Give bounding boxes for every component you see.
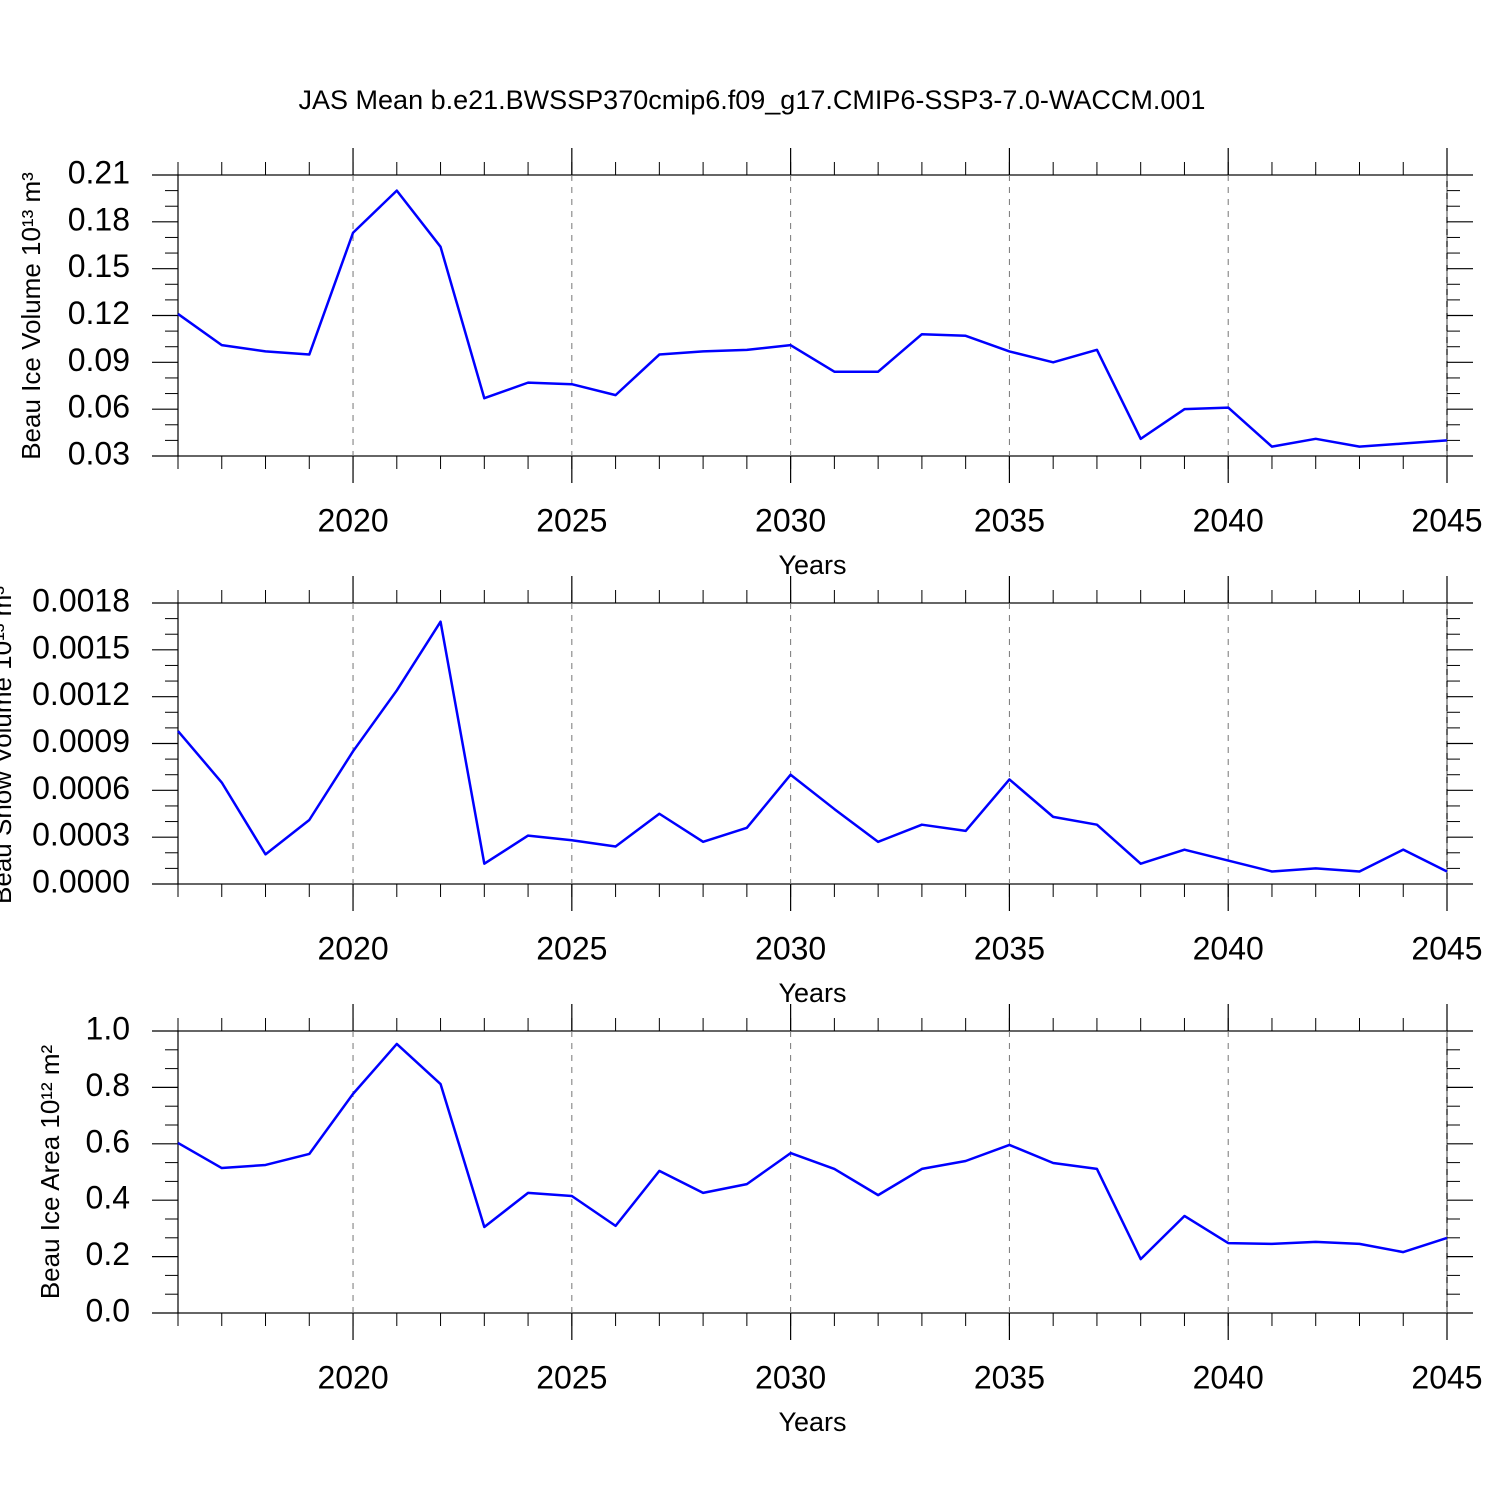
y-tick-label: 0.0009 [32,723,130,759]
y-tick-label: 0.18 [68,201,130,237]
x-tick-label: 2040 [1193,502,1264,538]
y-tick-label: 0.4 [86,1180,130,1216]
chart-title: JAS Mean b.e21.BWSSP370cmip6.f09_g17.CMI… [299,85,1206,115]
y-tick-label: 0.0 [86,1292,130,1328]
x-tick-label: 2020 [317,502,388,538]
x-axis-label: Years [778,1407,846,1437]
data-line [177,620,1448,873]
y-tick-label: 0.0018 [32,582,130,618]
x-tick-label: 2030 [755,502,826,538]
y-tick-label: 0.12 [68,295,130,331]
data-line [177,1042,1448,1261]
x-tick-label: 2040 [1193,930,1264,966]
data-line [177,189,1448,448]
y-tick-label: 0.8 [86,1067,130,1103]
y-tick-label: 0.06 [68,389,130,425]
y-tick-label: 0.0015 [32,629,130,665]
plot-frame [177,1030,1448,1314]
x-tick-label: 2030 [755,930,826,966]
y-axis-label: Beau Ice Area 10¹² m² [35,1044,65,1299]
y-tick-label: 0.0012 [32,676,130,712]
x-tick-label: 2020 [317,1359,388,1395]
y-axis-label: Beau Snow Volume 10¹³ m³ [0,586,17,904]
y-tick-label: 0.15 [68,248,130,284]
y-axis-label: Beau Ice Volume 10¹³ m³ [16,172,46,460]
x-tick-label: 2035 [974,502,1045,538]
y-tick-label: 0.2 [86,1236,130,1272]
x-tick-label: 2030 [755,1359,826,1395]
x-axis-label: Years [778,978,846,1008]
x-tick-label: 2035 [974,930,1045,966]
y-tick-label: 1.0 [86,1010,130,1046]
x-tick-label: 2045 [1411,502,1482,538]
x-tick-label: 2045 [1411,1359,1482,1395]
y-tick-label: 0.0003 [32,817,130,853]
x-tick-label: 2025 [536,1359,607,1395]
x-axis-label: Years [778,550,846,580]
x-tick-label: 2035 [974,1359,1045,1395]
x-tick-label: 2020 [317,930,388,966]
y-tick-label: 0.6 [86,1123,130,1159]
x-tick-label: 2025 [536,930,607,966]
y-tick-label: 0.0000 [32,863,130,899]
y-tick-label: 0.03 [68,435,130,471]
y-tick-label: 0.21 [68,154,130,190]
y-tick-label: 0.09 [68,342,130,378]
y-tick-label: 0.0006 [32,770,130,806]
x-tick-label: 2025 [536,502,607,538]
x-tick-label: 2045 [1411,930,1482,966]
x-tick-label: 2040 [1193,1359,1264,1395]
